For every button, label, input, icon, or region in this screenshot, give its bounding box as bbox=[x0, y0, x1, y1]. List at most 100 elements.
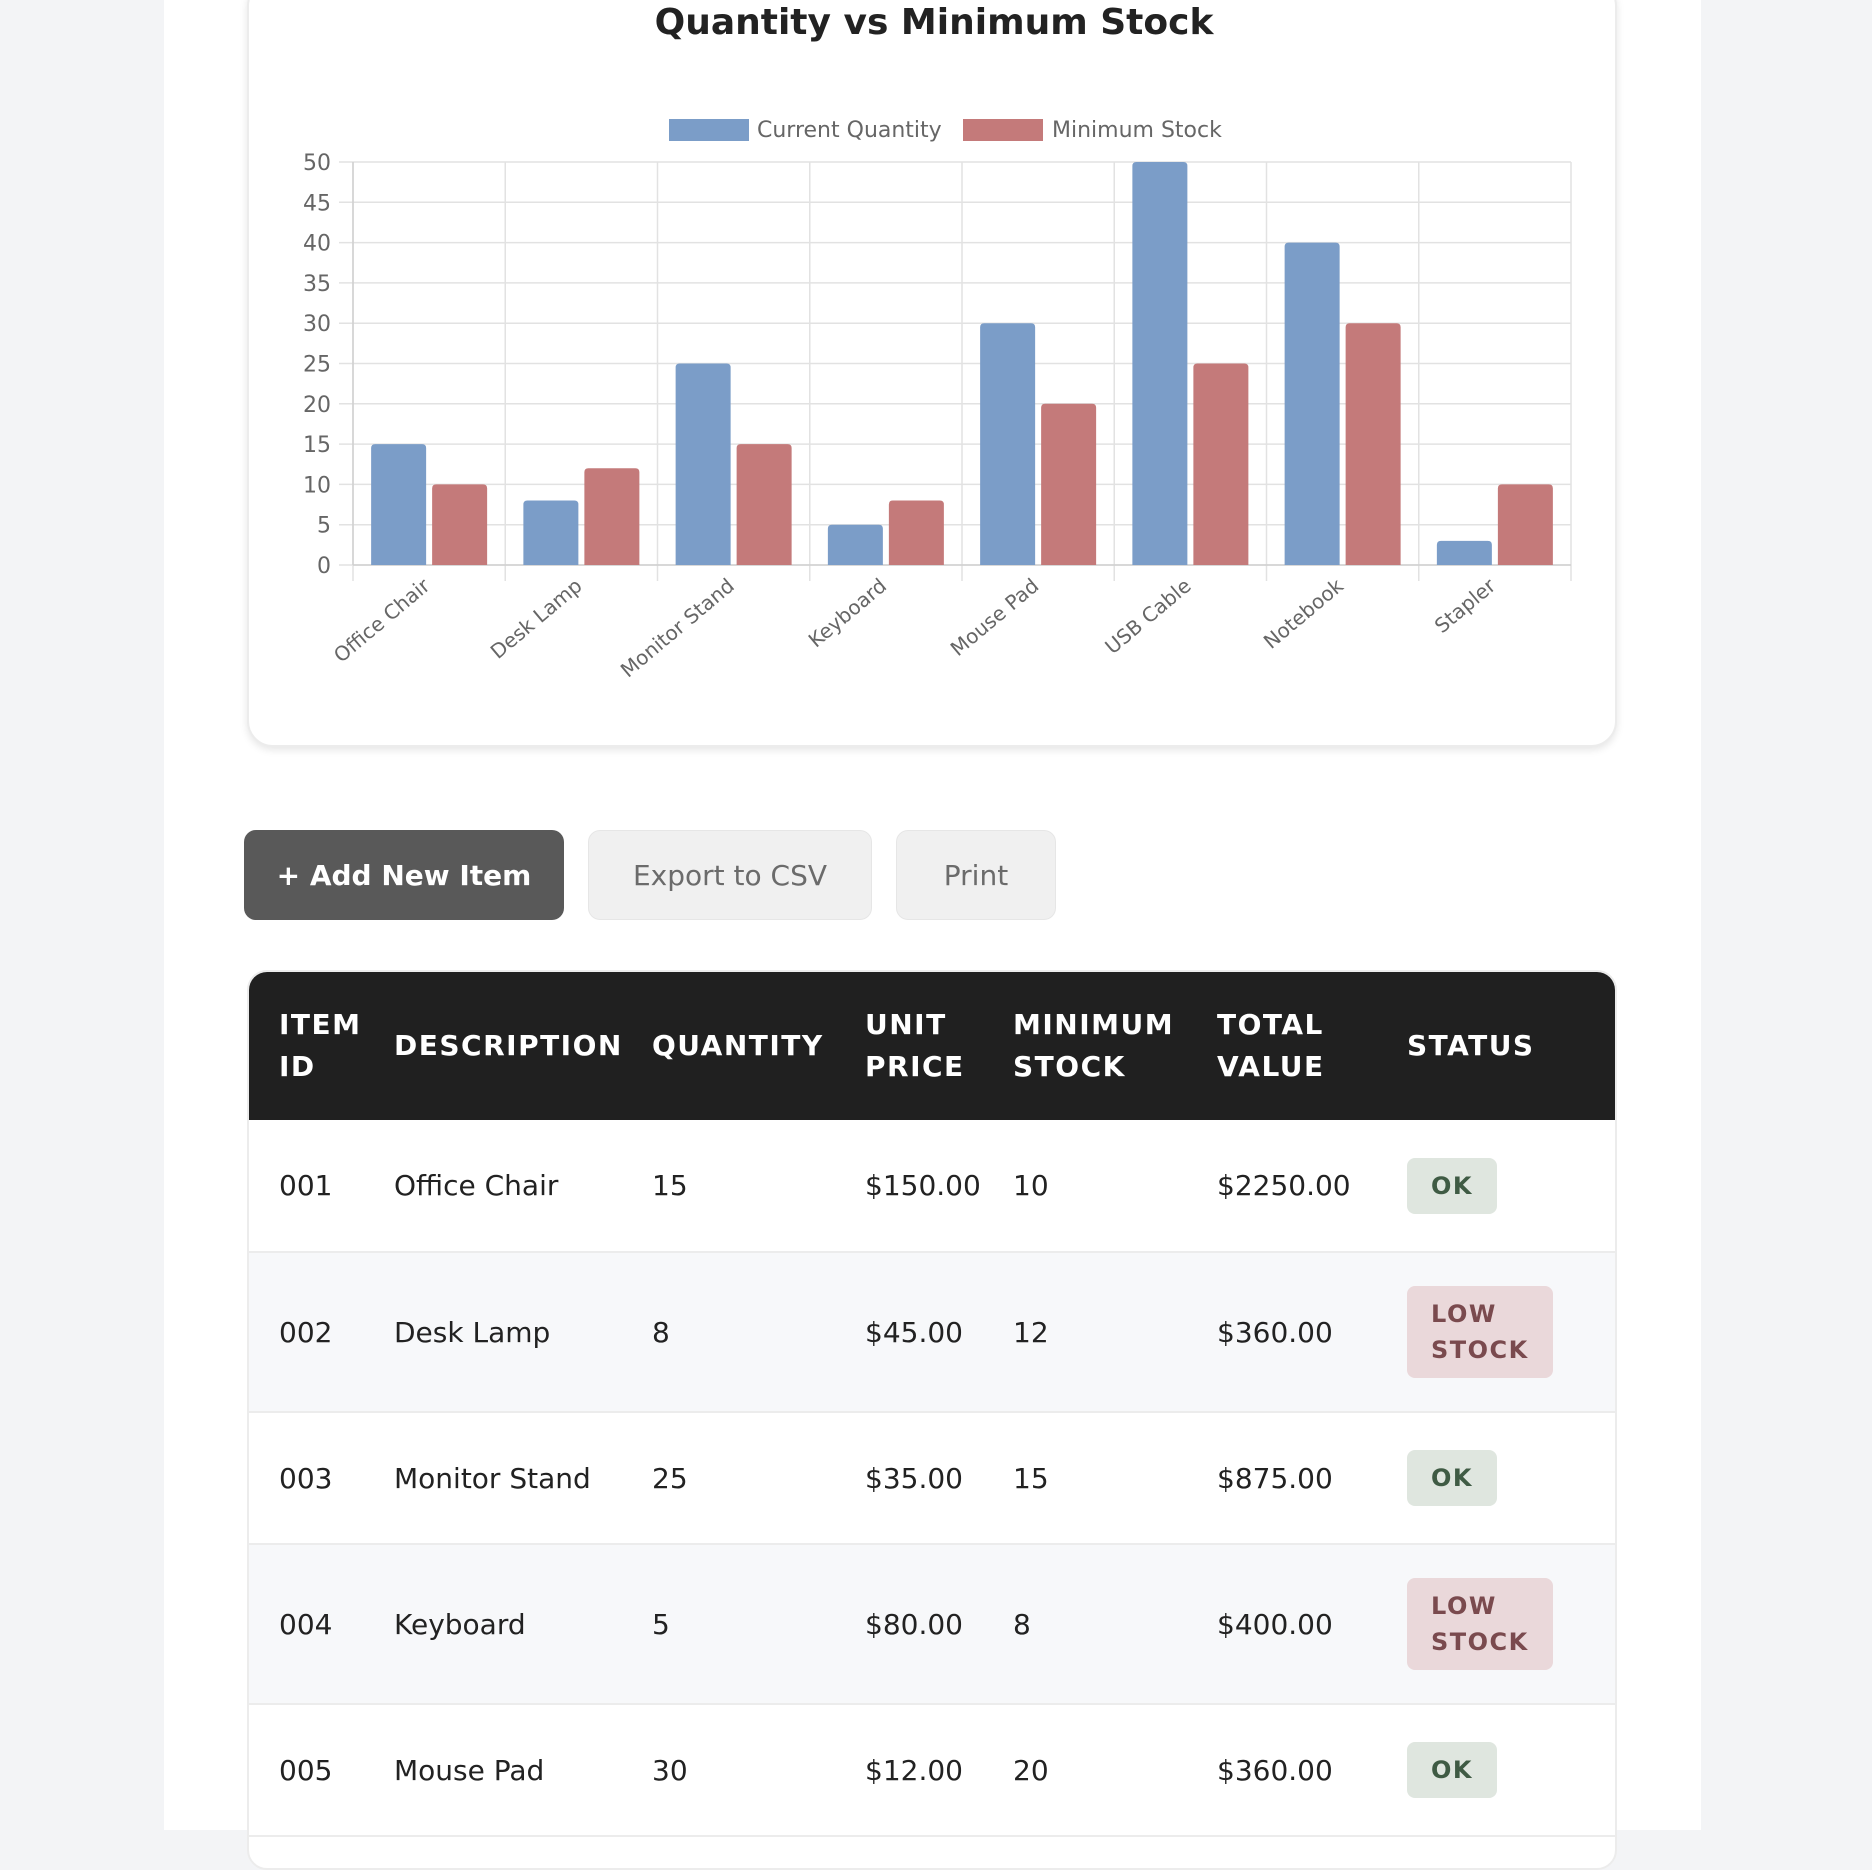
x-tick-label: Keyboard bbox=[804, 573, 891, 652]
bar bbox=[736, 444, 792, 565]
table-row[interactable]: 002 Desk Lamp 8 $45.00 12 $360.00 LOW STO… bbox=[249, 1252, 1615, 1413]
bar bbox=[1497, 484, 1553, 565]
cell-quantity: 30 bbox=[622, 1704, 835, 1837]
cell-total-value: $2250.00 bbox=[1187, 1120, 1377, 1253]
print-button[interactable]: Print bbox=[896, 830, 1056, 920]
cell-status: OK bbox=[1377, 1412, 1615, 1545]
bar bbox=[1284, 242, 1340, 565]
cell-unit-price: $35.00 bbox=[835, 1412, 983, 1545]
cell-item-id: 005 bbox=[249, 1704, 364, 1837]
cell-unit-price: $80.00 bbox=[835, 1544, 983, 1705]
cell-minimum-stock: 15 bbox=[983, 1412, 1187, 1545]
cell-description: Keyboard bbox=[364, 1544, 622, 1705]
header-item-id[interactable]: ITEM ID bbox=[279, 1008, 362, 1083]
cell-unit-price: $45.00 bbox=[835, 1252, 983, 1413]
y-tick-label: 50 bbox=[303, 151, 331, 176]
cell-quantity: 5 bbox=[622, 1544, 835, 1705]
cell-quantity: 8 bbox=[622, 1252, 835, 1413]
bar-chart: Quantity vs Minimum Stock Current Quantit… bbox=[303, 2, 1572, 682]
cell-item-id: 002 bbox=[249, 1252, 364, 1413]
y-tick-label: 15 bbox=[303, 433, 331, 458]
header-quantity[interactable]: QUANTITY bbox=[652, 1029, 824, 1062]
y-tick-label: 45 bbox=[303, 191, 331, 216]
bar bbox=[523, 500, 579, 565]
cell-total-value: $400.00 bbox=[1187, 1544, 1377, 1705]
export-csv-button[interactable]: Export to CSV bbox=[588, 830, 872, 920]
y-tick-label: 5 bbox=[317, 514, 331, 539]
y-tick-label: 40 bbox=[303, 232, 331, 257]
status-badge: LOW STOCK bbox=[1407, 1286, 1553, 1378]
cell-description: Office Chair bbox=[364, 1120, 622, 1253]
header-total-value[interactable]: TOTAL VALUE bbox=[1217, 1008, 1325, 1083]
cell-total-value: $875.00 bbox=[1187, 1412, 1377, 1545]
x-tick-label: Stapler bbox=[1430, 573, 1501, 638]
x-tick-label: Desk Lamp bbox=[486, 573, 587, 663]
cell-unit-price: $12.00 bbox=[835, 1704, 983, 1837]
status-badge: OK bbox=[1407, 1157, 1497, 1214]
status-badge: OK bbox=[1407, 1742, 1497, 1798]
bar bbox=[888, 500, 944, 565]
header-minimum-stock[interactable]: MINIMUM STOCK bbox=[1013, 1008, 1175, 1083]
bar bbox=[1041, 403, 1097, 565]
bar bbox=[1132, 162, 1188, 565]
bar bbox=[584, 468, 640, 565]
cell-item-id: 001 bbox=[249, 1120, 364, 1253]
legend-label: Minimum Stock bbox=[1052, 118, 1222, 143]
cell-total-value: $360.00 bbox=[1187, 1252, 1377, 1413]
bar bbox=[675, 363, 731, 565]
cell-status: LOW STOCK bbox=[1377, 1252, 1615, 1413]
cell-item-id: 004 bbox=[249, 1544, 364, 1705]
add-new-item-button[interactable]: + Add New Item bbox=[244, 830, 564, 920]
cell-quantity: 25 bbox=[622, 1412, 835, 1545]
cell-minimum-stock: 20 bbox=[983, 1704, 1187, 1837]
bar bbox=[1345, 323, 1401, 565]
y-tick-label: 10 bbox=[303, 473, 331, 498]
x-tick-label: Monitor Stand bbox=[616, 573, 739, 682]
y-tick-label: 35 bbox=[303, 272, 331, 297]
cell-status: OK bbox=[1377, 1704, 1615, 1837]
legend-label: Current Quantity bbox=[757, 118, 942, 143]
cell-description: Mouse Pad bbox=[364, 1704, 622, 1837]
header-unit-price[interactable]: UNIT PRICE bbox=[865, 1008, 965, 1083]
cell-status: OK bbox=[1377, 1120, 1615, 1253]
cell-description: Desk Lamp bbox=[364, 1252, 622, 1413]
cell-total-value: $360.00 bbox=[1187, 1704, 1377, 1837]
header-description[interactable]: DESCRIPTION bbox=[394, 1029, 623, 1062]
y-tick-label: 25 bbox=[303, 353, 331, 378]
legend-swatch bbox=[669, 119, 749, 141]
cell-minimum-stock: 8 bbox=[983, 1544, 1187, 1705]
table-row[interactable]: 004 Keyboard 5 $80.00 8 $400.00 LOW STOCK bbox=[249, 1544, 1615, 1705]
cell-quantity: 15 bbox=[622, 1120, 835, 1253]
bar bbox=[980, 323, 1036, 565]
x-tick-label: Mouse Pad bbox=[946, 573, 1044, 660]
x-tick-label: USB Cable bbox=[1100, 573, 1195, 658]
bar bbox=[827, 524, 883, 565]
inventory-table-card: ITEM ID DESCRIPTION QUANTITY UNIT PRICE MI… bbox=[247, 970, 1617, 1870]
table-row[interactable]: 005 Mouse Pad 30 $12.00 20 $360.00 OK bbox=[249, 1704, 1615, 1837]
y-tick-label: 20 bbox=[303, 393, 331, 418]
legend-swatch bbox=[963, 119, 1043, 141]
table-header-row: ITEM ID DESCRIPTION QUANTITY UNIT PRICE MI… bbox=[249, 972, 1615, 1120]
status-badge: OK bbox=[1407, 1450, 1497, 1506]
bar bbox=[371, 444, 427, 565]
y-tick-label: 30 bbox=[303, 312, 331, 337]
x-tick-label: Notebook bbox=[1259, 573, 1348, 653]
x-tick-label: Office Chair bbox=[329, 573, 435, 667]
header-status[interactable]: STATUS bbox=[1407, 1029, 1535, 1062]
table-row[interactable]: 003 Monitor Stand 25 $35.00 15 $875.00 O… bbox=[249, 1412, 1615, 1545]
chart-title: Quantity vs Minimum Stock bbox=[655, 2, 1215, 43]
inventory-table: ITEM ID DESCRIPTION QUANTITY UNIT PRICE MI… bbox=[249, 972, 1615, 1837]
cell-description: Monitor Stand bbox=[364, 1412, 622, 1545]
y-tick-label: 0 bbox=[317, 554, 331, 579]
cell-unit-price: $150.00 bbox=[835, 1120, 983, 1253]
table-row[interactable]: 001 Office Chair 15 $150.00 10 $2250.00 … bbox=[249, 1120, 1615, 1253]
cell-minimum-stock: 12 bbox=[983, 1252, 1187, 1413]
bar bbox=[1436, 540, 1492, 565]
cell-minimum-stock: 10 bbox=[983, 1120, 1187, 1253]
bar bbox=[1193, 363, 1249, 565]
page-content: Quantity vs Minimum Stock Current Quantit… bbox=[164, 0, 1701, 1870]
status-badge: LOW STOCK bbox=[1407, 1578, 1553, 1670]
cell-item-id: 003 bbox=[249, 1412, 364, 1545]
cell-status: LOW STOCK bbox=[1377, 1544, 1615, 1705]
chart-card: Quantity vs Minimum Stock Current Quantit… bbox=[247, 0, 1617, 747]
